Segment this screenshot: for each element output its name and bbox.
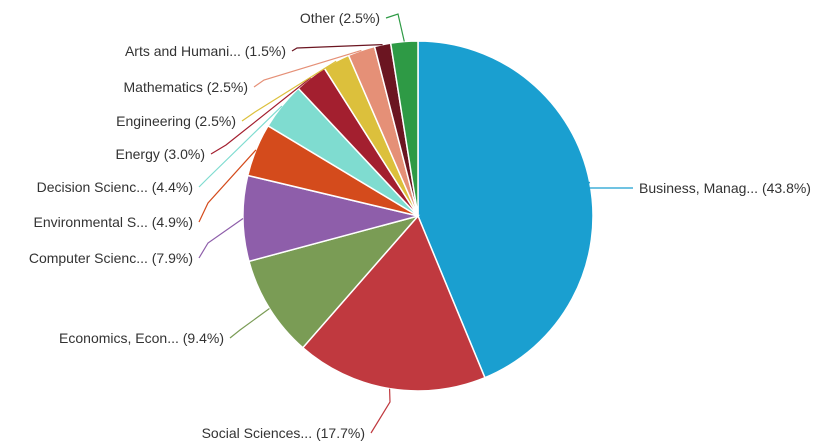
- slice-label-environmental-s: Environmental S... (4.9%): [33, 214, 193, 230]
- slice-label-economics-econ: Economics, Econ... (9.4%): [59, 330, 224, 346]
- slice-label-business-manag: Business, Manag... (43.8%): [639, 180, 811, 196]
- slice-label-decision-scienc: Decision Scienc... (4.4%): [37, 179, 193, 195]
- pie-slice-social-sciences[interactable]: [301, 214, 486, 392]
- pie-leader-lines: [198, 13, 633, 434]
- pie-labels: Business, Manag... (43.8%) Social Science…: [29, 10, 811, 441]
- leader-line-social-sciences: [370, 388, 391, 434]
- leader-line-computer-scienc: [198, 217, 244, 259]
- slice-label-engineering: Engineering (2.5%): [116, 113, 236, 129]
- leader-line-mathematics: [253, 49, 362, 88]
- slice-label-social-sciences: Social Sciences... (17.7%): [202, 425, 365, 441]
- slice-label-other: Other (2.5%): [300, 10, 380, 26]
- pie-slice-economics-econ[interactable]: [248, 214, 421, 349]
- pie-slices: [242, 40, 594, 392]
- leader-line-energy: [210, 77, 312, 155]
- leader-line-decision-scienc: [198, 105, 283, 188]
- leader-line-business-manag: [584, 181, 633, 189]
- leader-line-engineering: [241, 60, 337, 122]
- leader-line-other: [385, 13, 405, 42]
- leader-line-environmental-s: [198, 149, 257, 223]
- slice-label-mathematics: Mathematics (2.5%): [124, 79, 248, 95]
- slice-label-arts-and-humani: Arts and Humani... (1.5%): [125, 43, 286, 59]
- leader-line-arts-and-humani: [291, 44, 383, 52]
- slice-label-computer-scienc: Computer Scienc... (7.9%): [29, 250, 193, 266]
- slice-label-energy: Energy (3.0%): [116, 146, 205, 162]
- leader-line-economics-econ: [229, 308, 270, 339]
